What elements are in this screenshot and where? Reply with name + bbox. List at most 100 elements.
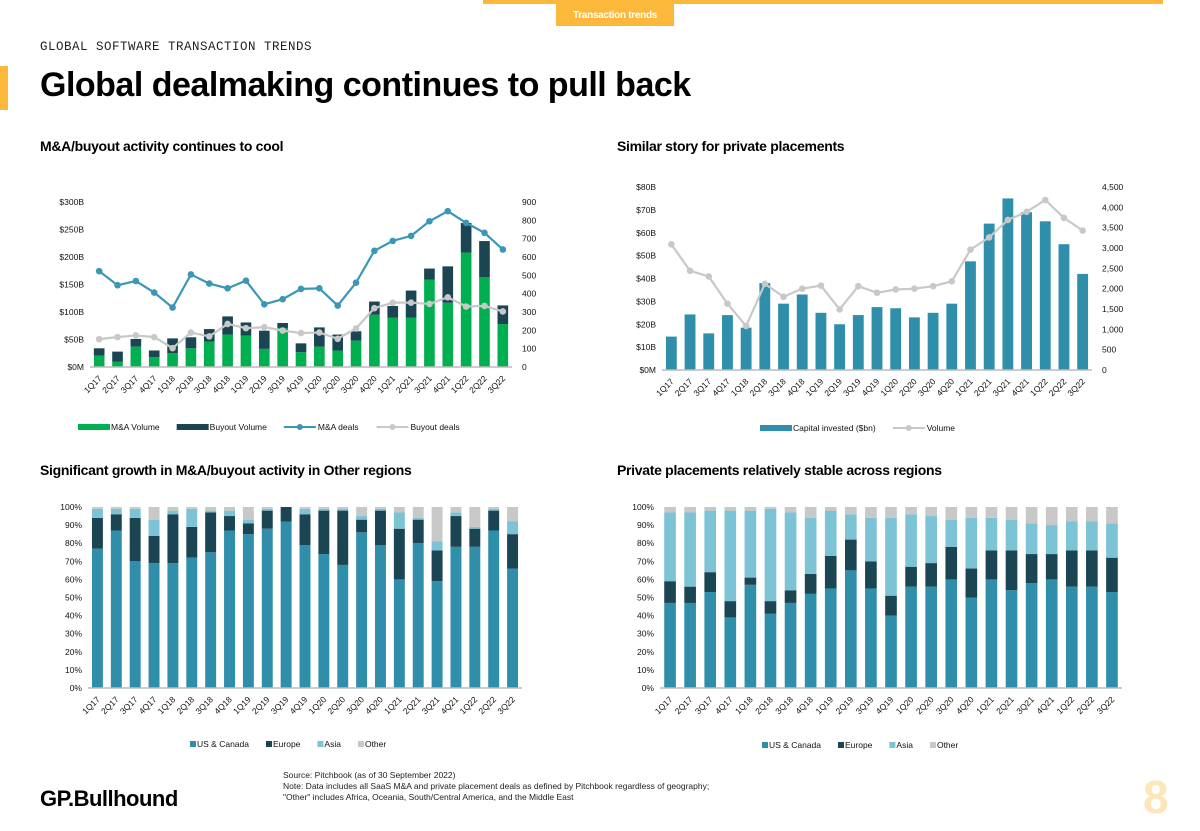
data-point xyxy=(1060,214,1068,222)
bar-segment xyxy=(261,528,273,688)
bar-segment xyxy=(393,512,405,529)
x-axis-tick-label: 4Q20 xyxy=(954,694,976,716)
bar-segment xyxy=(277,323,288,328)
y-axis-tick-label: 50% xyxy=(65,593,82,603)
data-point xyxy=(334,302,341,309)
bar-segment xyxy=(424,279,435,367)
bar-segment xyxy=(186,508,198,527)
data-point xyxy=(798,285,806,292)
data-point xyxy=(114,281,121,289)
bar-segment xyxy=(332,334,344,351)
x-axis-tick-label: 4Q20 xyxy=(934,376,956,398)
x-axis-tick-label: 1Q18 xyxy=(155,373,177,395)
series-line xyxy=(98,209,504,310)
bar-segment xyxy=(450,546,462,688)
data-point xyxy=(836,306,843,313)
y-axis-tick-label: $250B xyxy=(59,225,84,235)
x-axis-tick-label: 3Q20 xyxy=(916,376,938,398)
bar-segment xyxy=(314,327,325,347)
bar-segment xyxy=(224,516,235,531)
y-axis-tick-label: 10% xyxy=(637,665,654,675)
data-point xyxy=(855,282,862,290)
bar-segment xyxy=(1065,550,1078,587)
bar-segment xyxy=(834,324,846,370)
x-axis-tick-label: 4Q20 xyxy=(363,694,385,716)
bar-segment xyxy=(778,303,789,370)
x-axis-tick-label: 3Q19 xyxy=(854,694,876,716)
bar-segment xyxy=(945,507,958,520)
bar-segment xyxy=(424,268,435,280)
y-axis-tick-label: $80B xyxy=(636,182,656,192)
bar-segment xyxy=(885,595,897,616)
y2-axis-tick-label: 4,000 xyxy=(1102,202,1124,212)
x-axis-tick-label: 2Q22 xyxy=(1047,376,1069,398)
x-axis-tick-label: 3Q17 xyxy=(693,694,715,716)
bar-segment xyxy=(1039,221,1051,370)
bar-segment xyxy=(664,507,676,513)
bar-segment xyxy=(185,348,197,367)
bar-segment xyxy=(865,507,877,518)
data-point xyxy=(95,267,103,275)
bar-segment xyxy=(129,561,141,688)
bar-segment xyxy=(205,512,217,553)
bar-segment xyxy=(167,563,179,688)
top-accent-bar xyxy=(483,0,1163,4)
page-title: Global dealmaking continues to pull back xyxy=(40,66,691,104)
legend-label: Asia xyxy=(896,740,913,750)
bar-segment xyxy=(1106,507,1118,524)
y-axis-tick-label: 40% xyxy=(637,611,654,621)
x-axis-tick-label: 4Q21 xyxy=(439,694,461,716)
x-axis-tick-label: 2Q18 xyxy=(174,694,196,716)
bar-segment xyxy=(393,579,405,688)
x-axis-tick-label: 4Q20 xyxy=(357,373,379,395)
section-tab[interactable]: Transaction trends xyxy=(556,4,674,26)
bar-segment xyxy=(350,331,362,341)
bar-segment xyxy=(704,507,717,511)
bar-segment xyxy=(488,510,500,531)
y-axis-tick-label: 80% xyxy=(65,538,82,548)
bar-segment xyxy=(186,507,198,509)
bar-segment xyxy=(167,507,179,511)
bar-segment xyxy=(507,534,519,569)
x-axis-tick-label: 2Q21 xyxy=(394,373,416,395)
y-axis-tick-label: $150B xyxy=(59,280,84,290)
bar-segment xyxy=(1005,519,1018,551)
bar-segment xyxy=(356,516,368,520)
x-axis-tick-label: 3Q22 xyxy=(495,694,517,716)
data-point xyxy=(132,332,140,339)
x-axis-tick-label: 2Q21 xyxy=(972,376,994,398)
y-axis-tick-label: 60% xyxy=(65,574,82,584)
bar-segment xyxy=(704,572,717,593)
bar-segment xyxy=(796,294,808,370)
x-axis-tick-label: 1Q19 xyxy=(229,373,251,395)
bar-segment xyxy=(804,517,817,574)
data-point xyxy=(279,295,286,303)
x-axis-tick-label: 4Q17 xyxy=(137,694,159,716)
page-number: 8 xyxy=(1143,771,1169,823)
x-axis-tick-label: 3Q18 xyxy=(193,694,215,716)
y-axis-tick-label: $20B xyxy=(636,319,656,329)
bar-segment xyxy=(507,568,519,688)
x-axis-tick-label: 4Q21 xyxy=(1034,694,1056,716)
legend-label: Other xyxy=(937,740,958,750)
bar-segment xyxy=(469,526,481,529)
y-axis-tick-label: 100% xyxy=(632,502,654,512)
bar-segment xyxy=(890,308,902,370)
bar-segment xyxy=(1045,525,1058,555)
data-point xyxy=(911,285,918,292)
y-axis-tick-label: 50% xyxy=(637,593,654,603)
data-point xyxy=(481,229,488,237)
data-point xyxy=(1023,208,1030,216)
data-point xyxy=(279,327,286,334)
bar-segment xyxy=(148,350,160,358)
bar-segment xyxy=(724,617,737,688)
bar-segment xyxy=(905,514,917,567)
bar-segment xyxy=(299,514,311,546)
data-point xyxy=(499,308,507,315)
data-point xyxy=(948,278,956,285)
bar-segment xyxy=(110,514,122,531)
data-point xyxy=(297,329,305,337)
data-point xyxy=(444,294,452,301)
y2-axis-tick-label: 800 xyxy=(522,215,536,225)
data-point xyxy=(114,333,121,341)
